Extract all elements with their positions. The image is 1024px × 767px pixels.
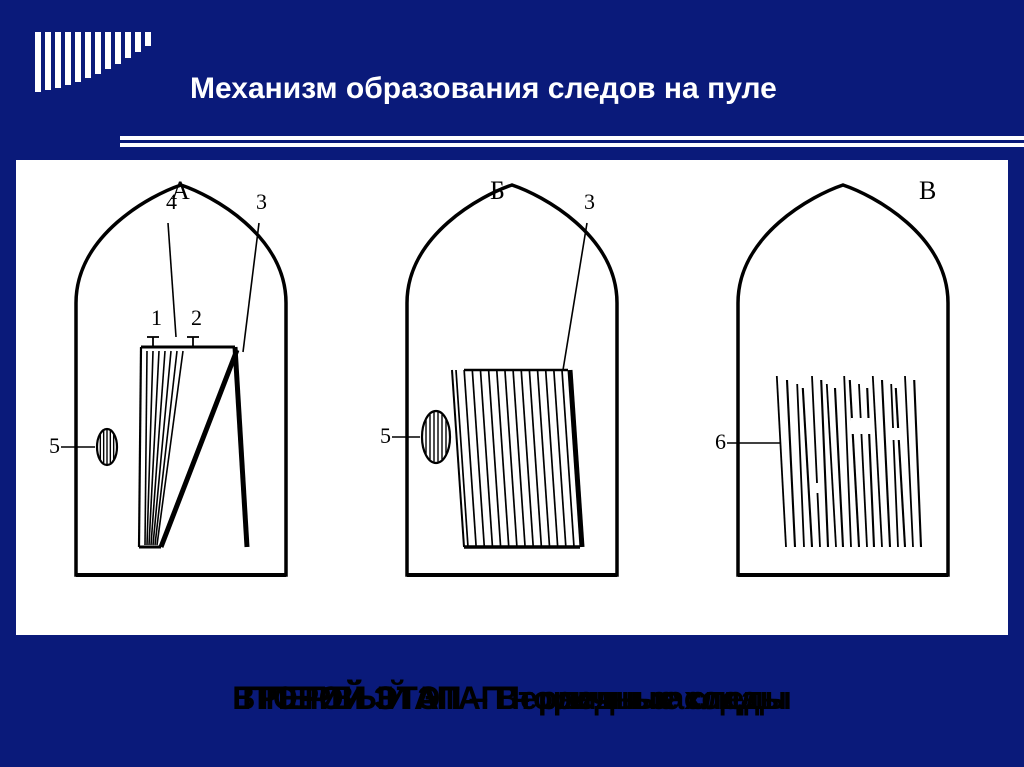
divider-lines — [120, 136, 1024, 150]
decoration-bars — [35, 32, 151, 92]
svg-text:1: 1 — [151, 305, 162, 330]
svg-text:5: 5 — [49, 433, 60, 458]
slide-header: Механизм образования следов на пуле — [0, 0, 1024, 160]
svg-text:3: 3 — [584, 189, 595, 214]
svg-text:4: 4 — [166, 189, 177, 214]
svg-text:3: 3 — [256, 189, 267, 214]
slide-title: Механизм образования следов на пуле — [190, 72, 1004, 106]
top-bar — [0, 0, 1024, 22]
bullet-panel: Б35 — [352, 175, 672, 605]
caption-text: ТРЕТИЙ ЭТАП – Вторичные следы — [0, 680, 1024, 717]
svg-text:5: 5 — [380, 423, 391, 448]
slide-content: А43125Б35В6 ПЕРВЫЙ ЭТАП – следы заходаВТ… — [0, 160, 1024, 767]
bullet-panel: А43125 — [21, 175, 341, 605]
svg-text:В: В — [919, 176, 936, 205]
slide: Механизм образования следов на пуле А431… — [0, 0, 1024, 767]
figure-area: А43125Б35В6 — [16, 160, 1008, 635]
bullet-panel: В6 — [683, 175, 1003, 605]
svg-text:6: 6 — [715, 429, 726, 454]
svg-text:2: 2 — [191, 305, 202, 330]
